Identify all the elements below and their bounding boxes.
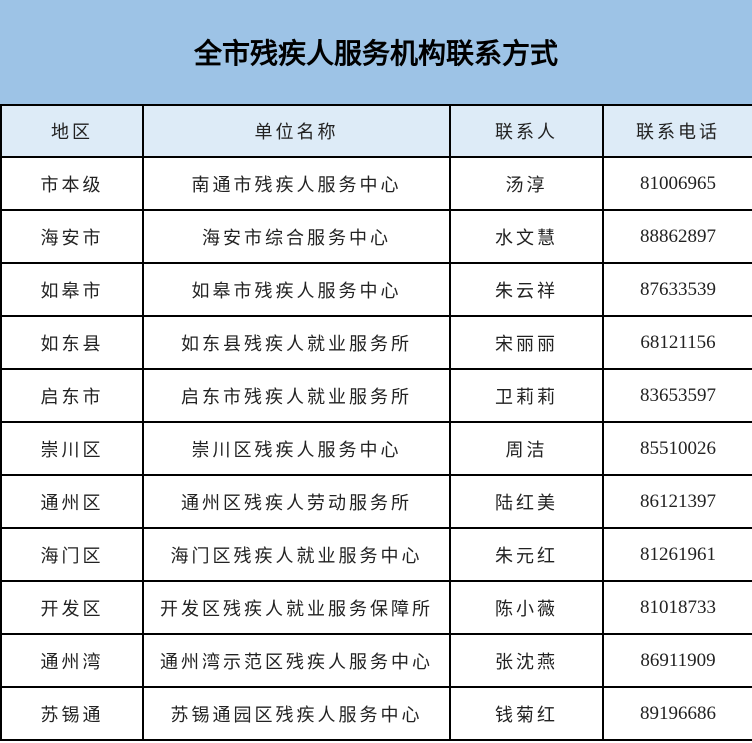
contact-person-cell: 朱云祥 [449,262,604,317]
phone-cell: 86121397 [602,474,752,529]
unit-name-cell: 海门区残疾人就业服务中心 [142,527,451,582]
region-cell: 通州区 [0,474,144,529]
contact-person-cell: 水文慧 [449,209,604,264]
table-row: 如东县 如东县残疾人就业服务所 宋丽丽 68121156 [0,315,752,370]
header-row: 地区 单位名称 联系人 联系电话 [0,104,752,158]
column-header-contact-person: 联系人 [449,104,604,158]
table-row: 开发区 开发区残疾人就业服务保障所 陈小薇 81018733 [0,580,752,635]
contact-person-cell: 钱菊红 [449,686,604,741]
contact-person-cell: 陆红美 [449,474,604,529]
contact-person-cell: 卫莉莉 [449,368,604,423]
phone-cell: 89196686 [602,686,752,741]
region-cell: 市本级 [0,156,144,211]
phone-cell: 85510026 [602,421,752,476]
table-row: 启东市 启东市残疾人就业服务所 卫莉莉 83653597 [0,368,752,423]
unit-name-cell: 启东市残疾人就业服务所 [142,368,451,423]
contact-person-cell: 朱元红 [449,527,604,582]
column-header-region: 地区 [0,104,144,158]
region-cell: 如皋市 [0,262,144,317]
region-cell: 开发区 [0,580,144,635]
phone-cell: 87633539 [602,262,752,317]
region-cell: 苏锡通 [0,686,144,741]
unit-name-cell: 如皋市残疾人服务中心 [142,262,451,317]
table-row: 苏锡通 苏锡通园区残疾人服务中心 钱菊红 89196686 [0,686,752,741]
phone-cell: 68121156 [602,315,752,370]
phone-cell: 86911909 [602,633,752,688]
region-cell: 启东市 [0,368,144,423]
phone-cell: 81006965 [602,156,752,211]
phone-cell: 81018733 [602,580,752,635]
contact-person-cell: 宋丽丽 [449,315,604,370]
unit-name-cell: 崇川区残疾人服务中心 [142,421,451,476]
table-row: 通州区 通州区残疾人劳动服务所 陆红美 86121397 [0,474,752,529]
unit-name-cell: 开发区残疾人就业服务保障所 [142,580,451,635]
unit-name-cell: 苏锡通园区残疾人服务中心 [142,686,451,741]
table-row: 崇川区 崇川区残疾人服务中心 周洁 85510026 [0,421,752,476]
unit-name-cell: 海安市综合服务中心 [142,209,451,264]
table-row: 通州湾 通州湾示范区残疾人服务中心 张沈燕 86911909 [0,633,752,688]
table-row: 海门区 海门区残疾人就业服务中心 朱元红 81261961 [0,527,752,582]
phone-cell: 81261961 [602,527,752,582]
unit-name-cell: 南通市残疾人服务中心 [142,156,451,211]
contact-person-cell: 陈小薇 [449,580,604,635]
unit-name-cell: 通州区残疾人劳动服务所 [142,474,451,529]
region-cell: 海安市 [0,209,144,264]
page-title: 全市残疾人服务机构联系方式 [0,0,752,104]
table-row: 市本级 南通市残疾人服务中心 汤淳 81006965 [0,156,752,211]
contact-table: 地区 单位名称 联系人 联系电话 市本级 南通市残疾人服务中心 汤淳 81006965… [0,104,752,741]
unit-name-cell: 如东县残疾人就业服务所 [142,315,451,370]
contact-person-cell: 张沈燕 [449,633,604,688]
region-cell: 通州湾 [0,633,144,688]
region-cell: 崇川区 [0,421,144,476]
contact-person-cell: 汤淳 [449,156,604,211]
region-cell: 海门区 [0,527,144,582]
table-row: 海安市 海安市综合服务中心 水文慧 88862897 [0,209,752,264]
table-row: 如皋市 如皋市残疾人服务中心 朱云祥 87633539 [0,262,752,317]
phone-cell: 88862897 [602,209,752,264]
region-cell: 如东县 [0,315,144,370]
phone-cell: 83653597 [602,368,752,423]
contact-person-cell: 周洁 [449,421,604,476]
column-header-unit-name: 单位名称 [142,104,451,158]
unit-name-cell: 通州湾示范区残疾人服务中心 [142,633,451,688]
column-header-phone: 联系电话 [602,104,752,158]
